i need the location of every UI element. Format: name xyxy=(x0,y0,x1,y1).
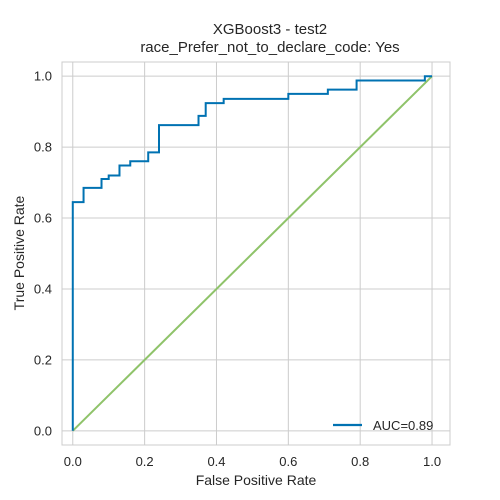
legend: AUC=0.89 xyxy=(333,418,433,433)
chance-diagonal-line xyxy=(72,75,433,432)
x-axis-label: False Positive Rate xyxy=(196,472,317,488)
y-tick-label: 0.2 xyxy=(34,352,52,367)
chart-title: XGBoost3 - test2 xyxy=(213,21,327,38)
x-tick-label: 0.0 xyxy=(64,454,82,469)
y-gridlines xyxy=(62,75,450,432)
y-tick-labels: 0.0 0.2 0.4 0.6 0.8 1.0 xyxy=(34,69,52,439)
plot-area xyxy=(61,61,451,446)
x-tick-label: 0.2 xyxy=(136,454,154,469)
y-tick-label: 0.0 xyxy=(34,423,52,438)
x-tick-label: 1.0 xyxy=(423,454,441,469)
y-tick-label: 0.8 xyxy=(34,140,52,155)
roc-curve-line xyxy=(71,75,433,431)
x-tick-label: 0.8 xyxy=(351,454,369,469)
x-tick-labels: 0.0 0.2 0.4 0.6 0.8 1.0 xyxy=(64,454,441,469)
legend-label-auc: AUC=0.89 xyxy=(373,418,433,433)
y-tick-label: 1.0 xyxy=(34,69,52,84)
x-tick-label: 0.6 xyxy=(279,454,297,469)
y-axis-label: True Positive Rate xyxy=(11,195,27,310)
y-tick-label: 0.6 xyxy=(34,211,52,226)
x-tick-label: 0.4 xyxy=(207,454,225,469)
chart-subtitle: race_Prefer_not_to_declare_code: Yes xyxy=(140,39,399,56)
y-tick-label: 0.4 xyxy=(34,281,52,296)
series-layer xyxy=(71,75,433,432)
